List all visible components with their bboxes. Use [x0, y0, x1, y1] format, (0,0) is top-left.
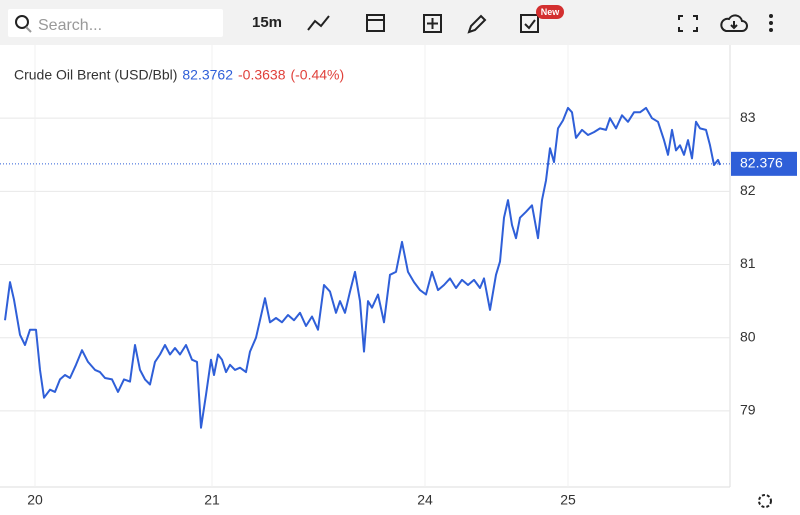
- search-placeholder: Search...: [38, 17, 102, 34]
- y-tick-label: 80: [740, 328, 756, 344]
- calendar-button[interactable]: [366, 14, 385, 32]
- x-tick-label: 20: [27, 492, 43, 508]
- new-badge: [536, 5, 564, 19]
- download-button: [730, 21, 738, 30]
- quote-change: -0.3638: [238, 67, 286, 83]
- quote-change-percent: (-0.44%): [290, 67, 344, 83]
- search-icon: [25, 26, 32, 33]
- events-button: [524, 19, 536, 30]
- x-tick-label: 24: [417, 492, 433, 508]
- chart-title: Crude Oil Brent (USD/Bbl): [14, 67, 177, 83]
- price-line: [4, 106, 721, 429]
- y-tick-label: 81: [740, 255, 756, 271]
- fullscreen-button[interactable]: [678, 15, 698, 32]
- search-box[interactable]: [8, 9, 223, 37]
- x-tick-label: 25: [560, 492, 576, 508]
- y-tick-label: 79: [740, 402, 756, 418]
- new-badge-text: New: [541, 7, 561, 17]
- x-tick-label: 21: [204, 492, 220, 508]
- download-button[interactable]: [720, 14, 748, 32]
- settings-button[interactable]: [758, 494, 772, 508]
- events-button[interactable]: [520, 14, 539, 33]
- menu-button[interactable]: [769, 14, 773, 18]
- last-price-box: [731, 151, 797, 176]
- last-price-label: 82.376: [740, 155, 783, 171]
- search-icon: [15, 15, 29, 29]
- draw-button[interactable]: [467, 14, 487, 34]
- menu-button: [769, 28, 773, 32]
- line-type-button[interactable]: [307, 15, 330, 31]
- y-tick-label: 83: [740, 109, 756, 125]
- add-button[interactable]: [423, 14, 442, 33]
- interval-button[interactable]: 15m: [252, 14, 282, 31]
- menu-button: [769, 21, 773, 25]
- quote-price: 82.3762: [182, 67, 233, 83]
- y-tick-label: 82: [740, 182, 756, 198]
- add-button: [427, 18, 438, 29]
